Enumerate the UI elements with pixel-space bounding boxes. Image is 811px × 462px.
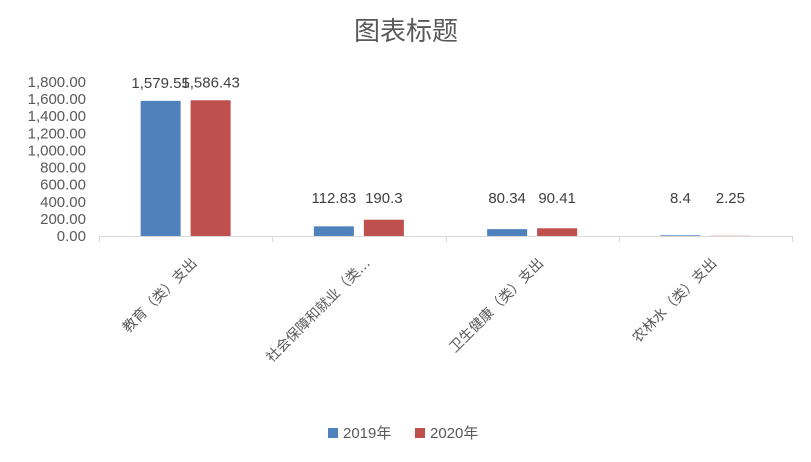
data-label: 1,586.43 (181, 74, 239, 91)
data-label: 1,579.55 (131, 75, 189, 92)
category-label: 卫生健康（类）支出 (446, 255, 547, 356)
bars (140, 100, 751, 237)
bar (363, 219, 404, 236)
bar (660, 235, 701, 236)
y-tick-label: 1,200.00 (28, 125, 86, 142)
category-label: 教育（类）支出 (120, 256, 201, 337)
legend-swatch (415, 428, 425, 438)
data-label: 8.4 (670, 190, 691, 207)
y-tick-label: 400.00 (40, 194, 86, 211)
y-tick-label: 1,800.00 (28, 74, 86, 91)
chart-title: 图表标题 (354, 17, 458, 47)
y-tick-label: 800.00 (40, 160, 86, 177)
bar (537, 228, 578, 236)
y-axis: 0.00200.00400.00600.00800.001,000.001,20… (28, 74, 86, 245)
y-tick-label: 1,000.00 (28, 142, 86, 159)
category-labels: 教育（类）支出 社会保障和就业（类… 卫生健康（类）支出 农林水（类）支出 (120, 255, 720, 366)
category-label: 农林水（类）支出 (630, 256, 721, 347)
bar (190, 100, 231, 237)
bar (313, 226, 354, 236)
data-label: 2.25 (716, 190, 745, 207)
legend: 2019年 2020年 (328, 425, 478, 442)
bar (487, 229, 528, 236)
y-tick-label: 1,400.00 (28, 108, 86, 125)
data-label: 80.34 (488, 190, 526, 207)
y-tick-label: 200.00 (40, 211, 86, 228)
y-tick-label: 0.00 (57, 228, 86, 245)
y-tick-label: 1,600.00 (28, 91, 86, 108)
bar (140, 100, 181, 237)
data-labels: 1,579.551,586.43 112.83 190.3 80.34 90.41 8.4… (131, 74, 745, 207)
legend-label: 2019年 (343, 425, 391, 442)
data-label: 190.3 (365, 190, 403, 207)
x-axis (99, 236, 793, 242)
y-tick-label: 600.00 (40, 177, 86, 194)
data-label: 112.83 (311, 190, 356, 207)
data-label: 90.41 (538, 190, 576, 207)
legend-swatch (328, 428, 338, 438)
category-label: 社会保障和就业（类… (263, 256, 373, 366)
legend-label: 2020年 (430, 425, 478, 442)
